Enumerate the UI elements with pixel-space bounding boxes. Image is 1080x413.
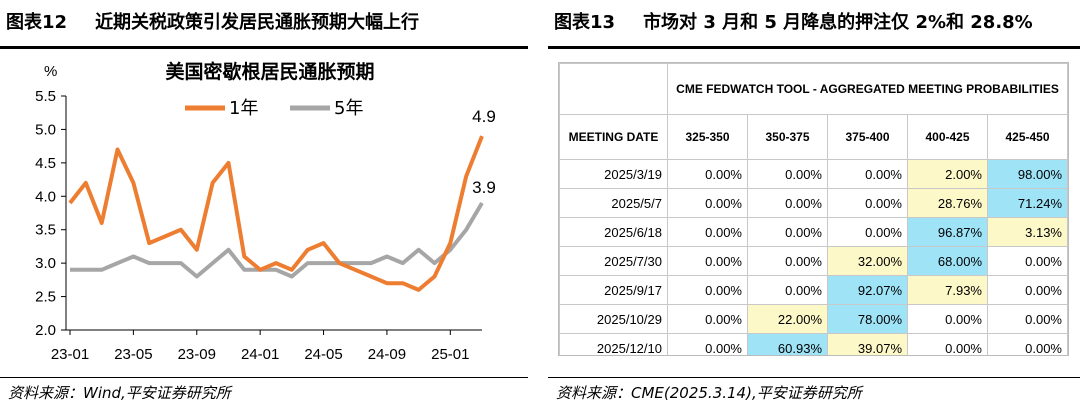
x-tick-label: 24-09 xyxy=(368,346,406,363)
probability-cell: 0.00% xyxy=(667,188,748,218)
right-figure-title: 图表13 市场对 3 月和 5 月降息的押注仅 2%和 28.8% xyxy=(548,0,1080,49)
probability-cell: 0.00% xyxy=(747,275,828,305)
probability-cell: 92.07% xyxy=(827,275,908,305)
probability-cell: 3.13% xyxy=(987,217,1068,247)
y-axis: 5.5 5.0 4.5 4.0 3.5 3.0 2.5 2.0 xyxy=(35,88,67,339)
chart-title: 美国密歇根居民通胀预期 xyxy=(165,60,374,83)
probability-cell: 0.00% xyxy=(747,188,828,218)
meeting-date-cell: 2025/5/7 xyxy=(559,188,668,218)
header-rate-425-450: 425-450 xyxy=(987,114,1068,160)
table-row: 2025/3/19 0.00% 0.00% 0.00% 2.00% 98.00% xyxy=(559,159,1068,189)
meeting-date-cell: 2025/9/17 xyxy=(559,275,668,305)
probability-cell: 0.00% xyxy=(987,246,1068,276)
x-tick-label: 23-05 xyxy=(114,346,152,363)
right-source-note: 资料来源：CME(2025.3.14),平安证券研究所 xyxy=(548,377,1080,412)
y-tick-label: 2.0 xyxy=(35,322,56,339)
table-row: 2025/9/17 0.00% 0.00% 92.07% 7.93% 0.00% xyxy=(559,275,1068,305)
header-meeting-date: MEETING DATE xyxy=(559,114,668,160)
probability-cell: 0.00% xyxy=(667,304,748,334)
x-tick-label: 23-01 xyxy=(51,346,89,363)
y-tick-label: 4.5 xyxy=(35,155,56,172)
right-source-text: 资料来源：CME(2025.3.14),平安证券研究所 xyxy=(556,384,862,402)
probability-cell: 2.00% xyxy=(907,159,988,189)
probability-cell: 0.00% xyxy=(987,275,1068,305)
table-corner-cell xyxy=(559,63,668,115)
probability-cell: 39.07% xyxy=(827,333,908,355)
header-rate-400-425: 400-425 xyxy=(907,114,988,160)
probability-cell: 22.00% xyxy=(747,304,828,334)
probability-cell: 28.76% xyxy=(907,188,988,218)
end-value-labels: 4.9 3.9 xyxy=(472,107,496,197)
table-row: 2025/7/30 0.00% 0.00% 32.00% 68.00% 0.00% xyxy=(559,246,1068,276)
probability-cell: 0.00% xyxy=(747,217,828,247)
meeting-date-cell: 2025/7/30 xyxy=(559,246,668,276)
right-figure-caption: 市场对 3 月和 5 月降息的押注仅 2%和 28.8% xyxy=(643,12,1033,33)
y-tick-label: 2.5 xyxy=(35,289,56,306)
right-figure-number: 图表13 xyxy=(554,12,616,33)
probability-cell: 7.93% xyxy=(907,275,988,305)
probability-cell: 0.00% xyxy=(907,304,988,334)
series-line-1yr xyxy=(68,135,484,292)
x-tick-label: 24-05 xyxy=(304,346,342,363)
left-figure-title: 图表12 近期关税政策引发居民通胀预期大幅上行 xyxy=(0,0,528,49)
series-line-5yr xyxy=(70,201,484,279)
probability-cell: 0.00% xyxy=(827,188,908,218)
probability-cell: 0.00% xyxy=(747,159,828,189)
x-tick-label: 25-01 xyxy=(431,346,469,363)
probability-cell: 32.00% xyxy=(827,246,908,276)
y-tick-label: 3.0 xyxy=(35,255,56,272)
x-tick-label: 24-01 xyxy=(241,346,279,363)
x-axis: 23-01 23-05 23-09 24-01 24-05 24-09 25-01 xyxy=(51,329,482,363)
left-figure-number: 图表12 xyxy=(6,12,68,33)
end-label-5yr: 3.9 xyxy=(472,178,496,197)
y-tick-label: 4.0 xyxy=(35,188,56,205)
header-rate-375-400: 375-400 xyxy=(827,114,908,160)
meeting-date-cell: 2025/10/29 xyxy=(559,304,668,334)
y-tick-label: 5.5 xyxy=(35,88,56,105)
probability-cell: 0.00% xyxy=(827,217,908,247)
x-tick-label: 23-09 xyxy=(178,346,216,363)
probability-cell: 96.87% xyxy=(907,217,988,247)
probability-cell: 78.00% xyxy=(827,304,908,334)
header-rate-325-350: 325-350 xyxy=(667,114,748,160)
probability-cell: 0.00% xyxy=(667,275,748,305)
legend-label-1yr: 1年 xyxy=(229,98,258,119)
right-figure-panel: 图表13 市场对 3 月和 5 月降息的押注仅 2%和 28.8% CME FED… xyxy=(548,0,1080,413)
probability-cell: 0.00% xyxy=(827,159,908,189)
y-tick-label: 5.0 xyxy=(35,121,56,138)
table-row: 2025/12/10 0.00% 60.93% 39.07% 0.00% 0.00% xyxy=(559,333,1068,355)
left-figure-panel: 图表12 近期关税政策引发居民通胀预期大幅上行 % 美国密歇根居民通胀预期 1年 5… xyxy=(0,0,528,413)
probability-cell: 68.00% xyxy=(907,246,988,276)
probability-cell: 0.00% xyxy=(667,246,748,276)
left-source-text: 资料来源：Wind,平安证券研究所 xyxy=(8,384,231,402)
probability-cell: 0.00% xyxy=(667,159,748,189)
meeting-date-cell: 2025/3/19 xyxy=(559,159,668,189)
end-label-1yr: 4.9 xyxy=(472,107,496,126)
probability-cell: 0.00% xyxy=(747,246,828,276)
legend-label-5yr: 5年 xyxy=(334,98,363,119)
probability-cell: 0.00% xyxy=(987,304,1068,334)
table-banner: CME FEDWATCH TOOL - AGGREGATED MEETING P… xyxy=(667,63,1068,115)
fedwatch-table: CME FEDWATCH TOOL - AGGREGATED MEETING P… xyxy=(558,62,1069,356)
left-figure-caption: 近期关税政策引发居民通胀预期大幅上行 xyxy=(95,12,420,33)
header-rate-350-375: 350-375 xyxy=(747,114,828,160)
probability-cell: 71.24% xyxy=(987,188,1068,218)
left-source-note: 资料来源：Wind,平安证券研究所 xyxy=(0,377,528,412)
y-tick-label: 3.5 xyxy=(35,222,56,239)
inflation-expectation-chart: % 美国密歇根居民通胀预期 1年 5年 5.5 5.0 4.5 4.0 3.5 3.0 2.5… xyxy=(35,60,496,363)
probability-cell: 0.00% xyxy=(667,333,748,355)
meeting-date-cell: 2025/12/10 xyxy=(559,333,668,355)
probability-cell: 60.93% xyxy=(747,333,828,355)
probability-cell: 0.00% xyxy=(987,333,1068,355)
table-row: 2025/10/29 0.00% 22.00% 78.00% 0.00% 0.00% xyxy=(559,304,1068,334)
probability-cell: 0.00% xyxy=(667,217,748,247)
chart-legend: 1年 5年 xyxy=(185,98,363,119)
probability-cell: 0.00% xyxy=(907,333,988,355)
table-row: 2025/6/18 0.00% 0.00% 0.00% 96.87% 3.13% xyxy=(559,217,1068,247)
probability-cell: 98.00% xyxy=(987,159,1068,189)
meeting-date-cell: 2025/6/18 xyxy=(559,217,668,247)
table-row: 2025/5/7 0.00% 0.00% 0.00% 28.76% 71.24% xyxy=(559,188,1068,218)
y-axis-unit-label: % xyxy=(44,63,57,80)
series-lines xyxy=(68,135,484,292)
